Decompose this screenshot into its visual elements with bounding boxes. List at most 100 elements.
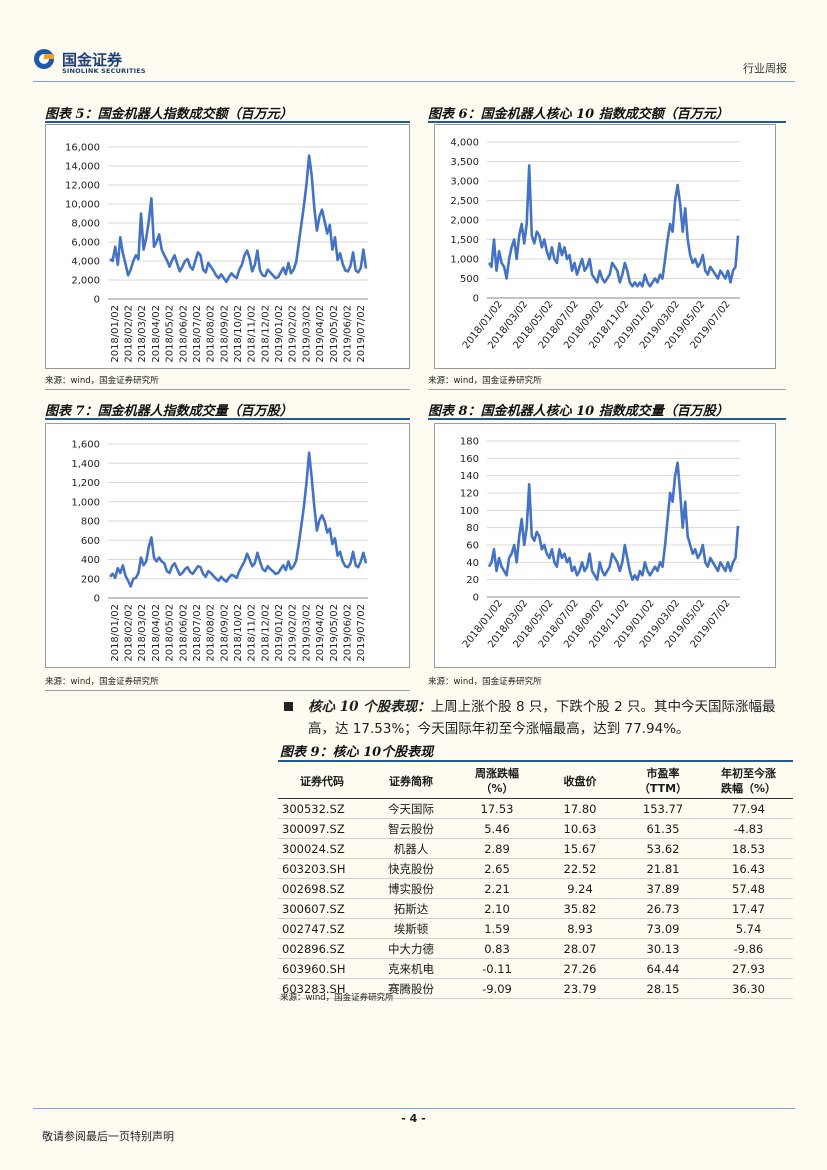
company-logo-icon (34, 49, 54, 69)
y-tick-label: 1,400 (71, 459, 100, 470)
cell-ytd: 57.48 (704, 878, 793, 899)
figure-7-source-rule (45, 690, 410, 691)
y-tick-label: 200 (81, 574, 100, 585)
cell-ytd: -4.83 (704, 818, 793, 839)
cell-close: 28.07 (538, 938, 622, 959)
table-row: 603203.SH 快克股份 2.65 22.52 21.81 16.43 (278, 858, 793, 879)
y-tick-label: 0 (94, 594, 100, 605)
table-row: 300607.SZ 拓斯达 2.10 35.82 26.73 17.47 (278, 898, 793, 919)
y-tick-label: 0 (473, 294, 479, 305)
figure-6-title: 图表 6：国金机器人核心 10 指数成交额（百万元） (428, 107, 729, 122)
cell-close: 35.82 (538, 898, 622, 919)
figure-7-chart-svg: 0 200 400 600 800 1,000 1,200 1,400 1,600 2018/01… (71, 440, 368, 662)
x-tick-label: 2018/12/02 (260, 604, 271, 662)
cell-name: 克来机电 (366, 958, 456, 979)
cell-weekly-change: -0.11 (456, 958, 538, 979)
th-weekly-change: 周涨跌幅 （%） (456, 764, 538, 799)
cell-weekly-change: 0.83 (456, 938, 538, 959)
bullet-label: 核心 10 个股表现： (308, 699, 431, 715)
cell-ytd: 17.47 (704, 898, 793, 919)
cell-weekly-change: 2.10 (456, 898, 538, 919)
cell-name: 机器人 (366, 838, 456, 859)
bullet-marker (284, 702, 293, 711)
bullet-paragraph: 核心 10 个股表现：上周上涨个股 8 只，下跌个股 2 只。其中今天国际涨幅最… (308, 696, 794, 740)
x-tick-label: 2018/04/02 (151, 305, 162, 363)
cell-code: 002896.SZ (278, 938, 366, 959)
y-tick-label: 4,000 (71, 257, 100, 268)
cell-weekly-change: -9.09 (456, 978, 538, 999)
y-tick-label: 40 (466, 558, 479, 569)
figure-5-source: 来源：wind，国金证券研究所 (45, 376, 159, 386)
x-tick-label: 2018/08/02 (206, 305, 217, 363)
figure-7-chart: 0 200 400 600 800 1,000 1,200 1,400 1,600 2018/01… (45, 423, 410, 668)
x-tick-label: 2018/10/02 (233, 305, 244, 363)
x-tick-label: 2018/03/02 (137, 305, 148, 363)
cell-weekly-change: 2.65 (456, 858, 538, 879)
cell-ytd: 5.74 (704, 918, 793, 939)
th-ytd: 年初至今涨 跌幅（%） (704, 764, 793, 799)
y-tick-label: 100 (460, 506, 479, 517)
cell-close: 22.52 (538, 858, 622, 879)
document-type: 行业周报 (743, 62, 787, 75)
cell-pe: 37.89 (622, 878, 704, 899)
cell-code: 002747.SZ (278, 918, 366, 939)
th-pe: 市盈率 （TTM） (622, 764, 704, 799)
y-tick-label: 10,000 (65, 200, 100, 211)
figure-7-rule (45, 418, 410, 420)
x-tick-label: 2019/04/02 (315, 305, 326, 363)
x-tick-label: 2018/09/02 (219, 604, 230, 662)
x-tick-label: 2019/03/02 (301, 305, 312, 363)
series-line (487, 164, 740, 288)
cell-name: 博实股份 (366, 878, 456, 899)
table-9-title: 图表 9：核心 10个股表现 (280, 745, 434, 760)
y-tick-label: 2,500 (450, 196, 479, 207)
cell-weekly-change: 2.21 (456, 878, 538, 899)
x-tick-label: 2019/07/02 (356, 604, 367, 662)
cell-pe: 73.09 (622, 918, 704, 939)
cell-ytd: -9.86 (704, 938, 793, 959)
x-tick-label: 2018/11/02 (247, 604, 258, 662)
y-tick-label: 180 (460, 437, 479, 448)
cell-weekly-change: 2.89 (456, 838, 538, 859)
x-tick-label: 2018/12/02 (260, 305, 271, 363)
x-tick-label: 2018/01/02 (110, 305, 121, 363)
y-tick-label: 1,000 (71, 497, 100, 508)
x-tick-label: 2018/02/02 (124, 305, 135, 363)
x-tick-label: 2018/10/02 (233, 604, 244, 662)
y-tick-label: 120 (460, 489, 479, 500)
stock-table: 证券代码 证券简称 周涨跌幅 （%） 收盘价 市盈率 （TTM） 年初至今涨 跌… (278, 764, 793, 999)
figure-5-source-rule (45, 389, 410, 390)
x-tick-label: 2019/02/02 (288, 604, 299, 662)
table-row: 002747.SZ 埃斯顿 1.59 8.93 73.09 5.74 (278, 918, 793, 939)
y-tick-label: 0 (94, 295, 100, 306)
y-tick-label: 160 (460, 454, 479, 465)
table-row: 300097.SZ 智云股份 5.46 10.63 61.35 -4.83 (278, 818, 793, 839)
y-tick-label: 16,000 (65, 143, 100, 154)
series-line (109, 154, 368, 284)
cell-pe: 26.73 (622, 898, 704, 919)
footer-divider (33, 1108, 795, 1109)
figure-5-chart: 0 2,000 4,000 6,000 8,000 10,000 12,000 14,000 1… (45, 124, 410, 369)
x-tick-label: 2018/05/02 (165, 604, 176, 662)
cell-pe: 153.77 (622, 798, 704, 819)
figure-8-title: 图表 8：国金机器人核心 10 指数成交量（百万股） (428, 404, 729, 419)
figure-5-title: 图表 5：国金机器人指数成交额（百万元） (45, 107, 293, 122)
y-tick-label: 8,000 (71, 219, 100, 230)
table-9-source: 来源：wind，国金证券研究所 (280, 993, 394, 1003)
cell-name: 拓斯达 (366, 898, 456, 919)
x-tick-label: 2019/05/02 (329, 604, 340, 662)
cell-close: 17.80 (538, 798, 622, 819)
cell-ytd: 18.53 (704, 838, 793, 859)
x-tick-label: 2018/05/02 (165, 305, 176, 363)
table-row: 603283.SH 赛腾股份 -9.09 23.79 28.15 36.30 (278, 978, 793, 999)
cell-close: 8.93 (538, 918, 622, 939)
cell-pe: 21.81 (622, 858, 704, 879)
cell-name: 智云股份 (366, 818, 456, 839)
x-tick-label: 2018/06/02 (178, 305, 189, 363)
y-tick-label: 2,000 (450, 216, 479, 227)
x-tick-label: 2018/03/02 (137, 604, 148, 662)
th-name: 证券简称 (366, 764, 456, 799)
x-tick-label: 2018/11/02 (247, 305, 258, 363)
x-tick-label: 2018/06/02 (178, 604, 189, 662)
cell-pe: 64.44 (622, 958, 704, 979)
